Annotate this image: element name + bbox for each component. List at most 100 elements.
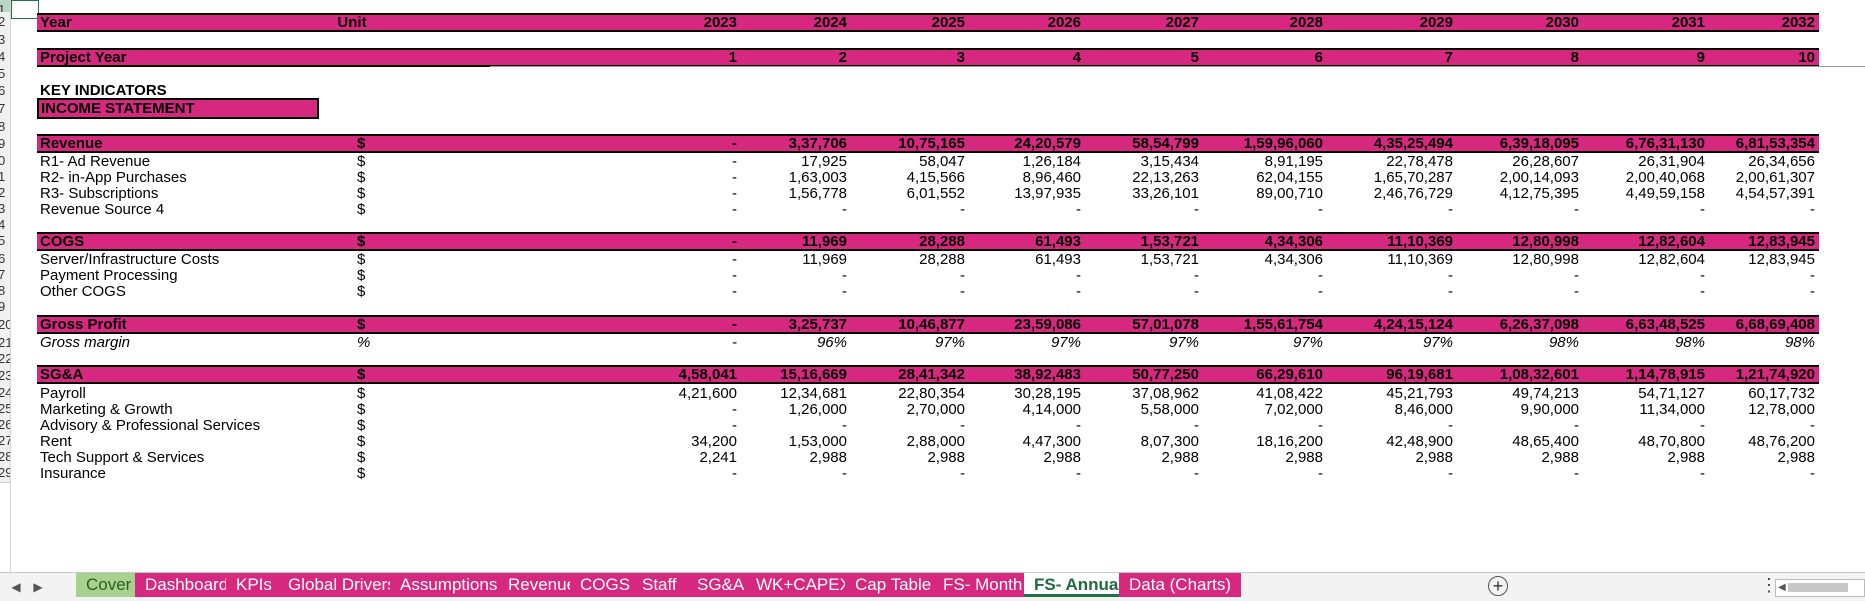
cogs-line-row-value[interactable]: 28,288 (919, 251, 965, 268)
revenue-total-row-value[interactable]: 4,35,25,494 (1373, 136, 1453, 152)
sga-line-row-label[interactable]: Advisory & Professional Services (40, 417, 261, 434)
cogs-line-row-label[interactable]: Payment Processing (40, 267, 178, 284)
gross-profit-row-value[interactable]: 3,25,737 (788, 317, 847, 333)
cogs-line-row-label[interactable]: Server/Infrastructure Costs (40, 251, 220, 268)
sga-line-row-value[interactable]: 2,988 (927, 449, 965, 466)
cogs-total-row-value[interactable]: 4,34,306 (1264, 234, 1323, 250)
sga-total-row-unit[interactable]: $ (357, 367, 366, 383)
sga-line-row-value[interactable]: - (1448, 465, 1453, 482)
tab-wk-capex[interactable]: WK+CAPEX (746, 573, 862, 597)
vertical-ellipsis-icon[interactable]: ⋮ (1760, 575, 1778, 595)
sga-line-row-value[interactable]: - (960, 417, 965, 434)
sga-line-row-value[interactable]: 54,71,127 (1638, 385, 1705, 402)
sga-line-row-value[interactable]: 12,34,681 (780, 385, 847, 402)
cogs-total-row-value[interactable]: 12,82,604 (1638, 234, 1705, 250)
revenue-total-row-value[interactable]: 58,54,799 (1132, 136, 1199, 152)
cogs-total-row-value[interactable]: 1,53,721 (1140, 234, 1199, 250)
gross-margin-row-value[interactable]: 97% (1292, 334, 1323, 351)
revenue-line-row-value[interactable]: - (960, 201, 965, 218)
year-row-unit[interactable]: Unit (337, 15, 367, 31)
project-year-row-value[interactable]: 1 (728, 50, 737, 66)
cogs-line-row-unit[interactable]: $ (357, 251, 366, 268)
year-row-value[interactable]: 2024 (813, 15, 847, 31)
gross-profit-row-value[interactable]: 10,46,877 (898, 317, 965, 333)
cogs-line-row-value[interactable]: - (1700, 283, 1705, 300)
revenue-line-row-unit[interactable]: $ (357, 153, 366, 170)
tab-global-drivers[interactable]: Global Drivers (278, 573, 407, 597)
cogs-line-row-value[interactable]: - (1448, 283, 1453, 300)
sga-line-row-value[interactable]: 2,988 (1285, 449, 1323, 466)
cogs-total-row-value[interactable]: 12,80,998 (1512, 234, 1579, 250)
sga-line-row-value[interactable]: 11,34,000 (1639, 401, 1705, 418)
scroll-left-icon[interactable]: ◀ (1778, 582, 1786, 593)
revenue-line-row-value[interactable]: - (842, 201, 847, 218)
project-year-row-value[interactable]: 3 (956, 50, 965, 66)
gross-margin-row-value[interactable]: 98% (1784, 334, 1815, 351)
revenue-line-row-value[interactable]: 26,34,656 (1748, 153, 1815, 170)
revenue-line-row-value[interactable]: - (1448, 201, 1453, 218)
sga-line-row-value[interactable]: 8,07,300 (1140, 433, 1199, 450)
tab-staff[interactable]: Staff (632, 573, 688, 597)
sga-line-row-value[interactable]: 8,46,000 (1394, 401, 1453, 418)
row-header[interactable]: 6 (0, 81, 10, 101)
cogs-line-row-value[interactable]: - (1076, 267, 1081, 284)
cogs-line-row-value[interactable]: - (1700, 267, 1705, 284)
sga-line-row-label[interactable]: Rent (40, 433, 72, 450)
revenue-total-row-unit[interactable]: $ (357, 136, 366, 152)
revenue-line-row-value[interactable]: 1,26,184 (1022, 153, 1081, 170)
sga-line-row-value[interactable]: 1,53,000 (788, 433, 847, 450)
cogs-line-row-value[interactable]: - (732, 267, 737, 284)
revenue-total-row-value[interactable]: 6,39,18,095 (1499, 136, 1579, 152)
cogs-line-row-value[interactable]: 4,34,306 (1264, 251, 1323, 268)
sga-line-row-value[interactable]: 60,17,732 (1748, 385, 1815, 402)
sga-total-row-value[interactable]: 66,29,610 (1256, 367, 1323, 383)
year-row-value[interactable]: 2028 (1289, 15, 1323, 31)
sga-line-row-value[interactable]: 2,241 (699, 449, 737, 466)
sga-line-row-value[interactable]: 12,78,000 (1748, 401, 1815, 418)
tab-dashboard[interactable]: Dashboard (135, 573, 240, 597)
cogs-line-row-value[interactable]: 61,493 (1035, 251, 1081, 268)
cogs-line-row-value[interactable]: - (1810, 283, 1815, 300)
tab-kpis[interactable]: KPIs (226, 573, 283, 597)
gross-profit-row-value[interactable]: 1,55,61,754 (1243, 317, 1323, 333)
sga-line-row-value[interactable]: 48,65,400 (1512, 433, 1579, 450)
sga-line-row-unit[interactable]: $ (357, 417, 366, 434)
sga-line-row-value[interactable]: 2,88,000 (906, 433, 965, 450)
sga-line-row-value[interactable]: 4,14,000 (1022, 401, 1081, 418)
sga-line-row-value[interactable]: - (1574, 465, 1579, 482)
caret-right-icon[interactable]: ▶ (33, 580, 43, 594)
revenue-line-row-value[interactable]: 1,65,70,287 (1373, 169, 1453, 186)
row-header[interactable]: 2 (0, 12, 10, 32)
revenue-line-row-unit[interactable]: $ (357, 185, 366, 202)
sga-line-row-value[interactable]: 5,58,000 (1140, 401, 1199, 418)
sga-line-row-value[interactable]: 41,08,422 (1256, 385, 1323, 402)
income-statement-header[interactable]: INCOME STATEMENT (37, 98, 319, 119)
revenue-line-row-value[interactable]: - (732, 185, 737, 202)
sga-line-row-label[interactable]: Insurance (40, 465, 106, 482)
year-row-value[interactable]: 2032 (1781, 15, 1815, 31)
project-year-row-value[interactable]: 10 (1798, 50, 1815, 66)
sga-line-row-unit[interactable]: $ (357, 465, 366, 482)
tab-data-charts[interactable]: Data (Charts) (1119, 573, 1243, 597)
project-year-row-value[interactable]: 6 (1314, 50, 1323, 66)
cogs-line-row-value[interactable]: - (842, 267, 847, 284)
sga-line-row-value[interactable]: 49,74,213 (1512, 385, 1579, 402)
gross-margin-row-value[interactable]: 96% (816, 334, 847, 351)
revenue-line-row-value[interactable]: 4,12,75,395 (1499, 185, 1579, 202)
revenue-line-row-value[interactable]: - (1700, 201, 1705, 218)
sga-line-row-value[interactable]: - (1700, 465, 1705, 482)
row-header[interactable]: 5 (0, 231, 10, 251)
cogs-line-row-value[interactable]: - (1448, 267, 1453, 284)
revenue-total-row-value[interactable]: 10,75,165 (898, 136, 965, 152)
sga-line-row-value[interactable]: 9,90,000 (1520, 401, 1579, 418)
year-row-value[interactable]: 2027 (1165, 15, 1199, 31)
sga-line-row-value[interactable]: - (732, 417, 737, 434)
revenue-line-row-unit[interactable]: $ (357, 201, 366, 218)
revenue-total-row-value[interactable]: 24,20,579 (1014, 136, 1081, 152)
revenue-line-row-value[interactable]: 26,31,904 (1638, 153, 1705, 170)
revenue-line-row-value[interactable]: 22,13,263 (1132, 169, 1199, 186)
scrollbar-thumb[interactable] (1788, 583, 1848, 592)
revenue-line-row-value[interactable]: 4,49,59,158 (1625, 185, 1705, 202)
revenue-total-row-label[interactable]: Revenue (40, 136, 103, 152)
gross-profit-row-value[interactable]: 23,59,086 (1014, 317, 1081, 333)
